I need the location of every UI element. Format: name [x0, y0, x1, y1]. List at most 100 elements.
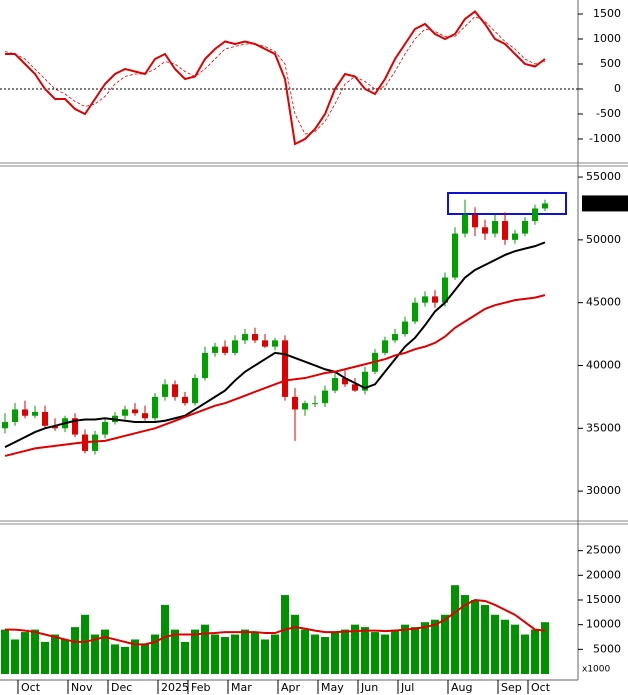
volume-bar — [331, 632, 339, 674]
x-tick-label: Nov — [71, 681, 93, 694]
candle-body — [202, 352, 208, 379]
y-tick-label: 1000 — [593, 32, 621, 45]
y-tick-label: 25000 — [586, 544, 621, 557]
y-tick-label: 0 — [614, 82, 621, 95]
volume-bar — [281, 595, 289, 674]
volume-bar — [491, 614, 499, 674]
candle-body — [482, 227, 488, 234]
candle-body — [162, 384, 168, 397]
candle-body — [12, 409, 18, 423]
candle-body — [512, 233, 518, 240]
volume-bar — [11, 639, 19, 674]
volume-bar — [41, 641, 49, 674]
y-tick-label: -1000 — [589, 132, 621, 145]
volume-bar — [241, 629, 249, 674]
volume-bar — [451, 585, 459, 674]
candle-body — [442, 277, 448, 303]
x-tick-label: Oct — [531, 681, 551, 694]
candle-body — [52, 425, 58, 429]
candle-body — [92, 434, 98, 451]
x-tick-label: Mar — [231, 681, 252, 694]
candle-body — [352, 384, 358, 391]
candle-body — [42, 411, 48, 426]
line-series — [4, 294, 546, 457]
volume-bar — [71, 627, 79, 674]
volume-bar — [351, 624, 359, 674]
candle-body — [312, 403, 318, 405]
volume-bar — [221, 636, 229, 674]
line-series — [4, 16, 546, 135]
volume-bar — [91, 634, 99, 674]
y-tick-label: 45000 — [586, 296, 621, 309]
volume-bar — [501, 619, 509, 674]
candle-body — [172, 384, 178, 397]
volume-bar — [401, 624, 409, 674]
volume-bar — [391, 629, 399, 674]
y-tick-label: 55000 — [586, 170, 621, 183]
candle-body — [282, 340, 288, 397]
volume-bar — [211, 634, 219, 674]
candle-body — [152, 396, 158, 419]
y-tick-label: 40000 — [586, 358, 621, 371]
y-tick-label: 30000 — [586, 484, 621, 497]
y-tick-label: 15000 — [586, 593, 621, 606]
candle-body — [362, 371, 368, 391]
volume-bar — [251, 632, 259, 674]
x-tick-label: Feb — [191, 681, 210, 694]
volume-bar — [61, 639, 69, 674]
candle-body — [412, 302, 418, 322]
candle-body — [2, 422, 8, 429]
volume-bar — [201, 624, 209, 674]
candle-body — [102, 422, 108, 435]
volume-bar — [441, 614, 449, 674]
volume-bar — [301, 629, 309, 674]
candle-body — [292, 396, 298, 410]
candle-body — [192, 378, 198, 404]
candle-body — [132, 409, 138, 414]
volume-bar — [471, 599, 479, 674]
candle-body — [322, 390, 328, 404]
line-series — [5, 598, 546, 646]
volume-bar — [1, 629, 9, 674]
volume-bar — [121, 646, 129, 674]
x-tick-label: 2025 — [161, 681, 189, 694]
candle-body — [22, 409, 28, 416]
volume-bar — [191, 629, 199, 674]
candle-body — [472, 214, 478, 228]
x-tick-label: Dec — [111, 681, 132, 694]
volume-bar — [151, 634, 159, 674]
candle-body — [142, 413, 148, 419]
candle-body — [452, 233, 458, 278]
volume-bar — [271, 634, 279, 674]
candle-body — [32, 411, 38, 416]
x-tick-label: May — [321, 681, 344, 694]
x-tick-label: Apr — [281, 681, 301, 694]
y-unit-label: x1000 — [582, 665, 611, 675]
candle-body — [262, 340, 268, 347]
x-tick-label: Oct — [21, 681, 41, 694]
candle-body — [342, 378, 348, 385]
candle-body — [212, 346, 218, 353]
last-price-label: 52900.00 — [584, 198, 628, 209]
volume-bar — [361, 627, 369, 674]
y-tick-label: 1500 — [593, 7, 621, 20]
volume-bar — [141, 644, 149, 674]
x-tick-label: Aug — [451, 681, 472, 694]
y-tick-label: -500 — [596, 107, 621, 120]
candle-body — [532, 208, 538, 222]
x-tick-label: Jun — [360, 681, 378, 694]
volume-bar — [481, 604, 489, 674]
y-tick-label: 500 — [600, 57, 621, 70]
last-price-box — [582, 195, 628, 212]
volume-bar — [51, 634, 59, 674]
y-tick-label: 10000 — [586, 618, 621, 631]
candle-body — [492, 221, 498, 234]
candle-body — [542, 203, 548, 209]
x-tick-label: Jul — [400, 681, 414, 694]
volume-bar — [461, 595, 469, 674]
volume-bar — [181, 641, 189, 674]
volume-bar — [21, 632, 29, 674]
volume-bar — [111, 644, 119, 674]
line-series — [5, 10, 546, 146]
